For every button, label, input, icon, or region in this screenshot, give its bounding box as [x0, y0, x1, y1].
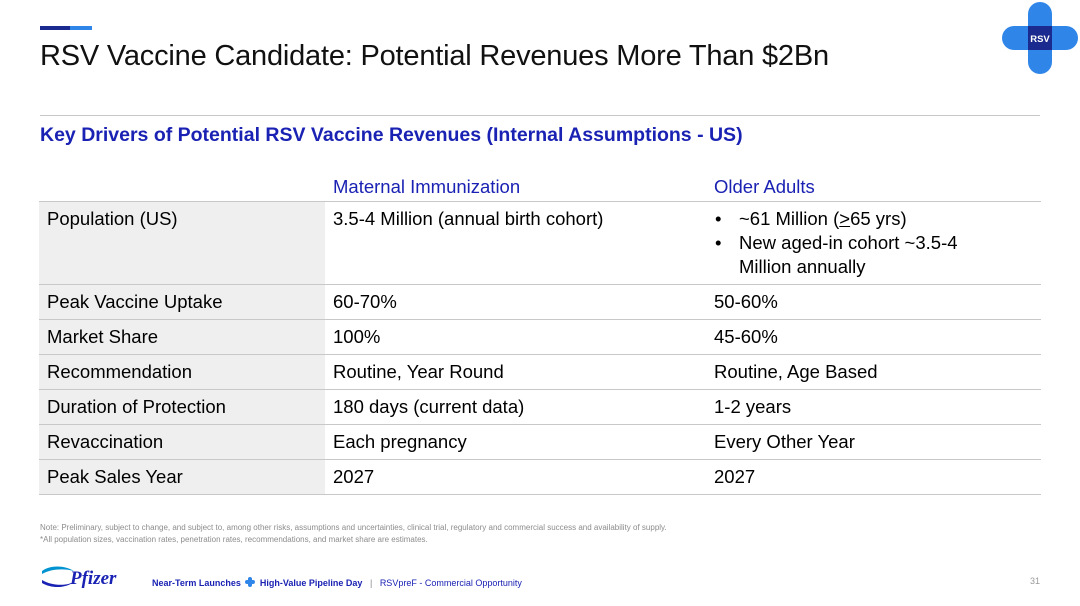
row-label: Revaccination [39, 424, 325, 460]
population-bullet-list: ~61 Million (>65 yrs) New aged-in cohort… [714, 207, 1033, 279]
cell-maternal: Each pregnancy [325, 424, 706, 460]
column-header-metric [39, 170, 325, 202]
row-label: Population (US) [39, 201, 325, 285]
table-row: Duration of Protection 180 days (current… [39, 389, 1041, 425]
cell-maternal: 2027 [325, 459, 706, 495]
table-row: Peak Vaccine Uptake 60-70% 50-60% [39, 284, 1041, 320]
list-item: ~61 Million (>65 yrs) [714, 207, 1033, 231]
footnotes: Note: Preliminary, subject to change, an… [40, 522, 667, 546]
cell-older-adults: ~61 Million (>65 yrs) New aged-in cohort… [706, 201, 1041, 285]
cell-older-adults: Routine, Age Based [706, 354, 1041, 390]
column-header-older-adults: Older Adults [714, 176, 815, 197]
title-accent-bar [40, 26, 92, 30]
logo-swoosh-top [42, 566, 74, 574]
cell-maternal: Routine, Year Round [325, 354, 706, 390]
row-label: Market Share [39, 319, 325, 355]
revenue-drivers-table: Maternal Immunization Older Adults Popul… [39, 170, 1041, 495]
event-name-part1: Near-Term Launches [152, 578, 241, 588]
section-divider [40, 115, 1040, 116]
row-label: Peak Sales Year [39, 459, 325, 495]
row-label: Peak Vaccine Uptake [39, 284, 325, 320]
footnote-line: Note: Preliminary, subject to change, an… [40, 523, 667, 532]
row-label: Recommendation [39, 354, 325, 390]
logo-center-square [1028, 26, 1052, 50]
cell-maternal: 100% [325, 319, 706, 355]
page-number: 31 [1029, 576, 1040, 586]
accent-bar-dark [40, 26, 70, 30]
section-subtitle: Key Drivers of Potential RSV Vaccine Rev… [40, 124, 743, 146]
footer-separator: | [369, 578, 373, 588]
cell-maternal: 60-70% [325, 284, 706, 320]
table-row: Recommendation Routine, Year Round Routi… [39, 354, 1041, 390]
column-header-maternal: Maternal Immunization [333, 176, 521, 197]
table-row: Market Share 100% 45-60% [39, 319, 1041, 355]
slide-footer: Pfizer Near-Term Launches High-Value Pip… [40, 562, 1040, 592]
row-label: Duration of Protection [39, 389, 325, 425]
cell-older-adults: Every Other Year [706, 424, 1041, 460]
greater-equal-symbol: > [839, 208, 851, 229]
footnote-line: *All population sizes, vaccination rates… [40, 535, 428, 544]
brand-name: Pfizer [69, 568, 117, 589]
cell-older-adults: 45-60% [706, 319, 1041, 355]
logo-text: RSV [1030, 34, 1050, 45]
cell-older-adults: 2027 [706, 459, 1041, 495]
table-row: Revaccination Each pregnancy Every Other… [39, 424, 1041, 460]
table-row: Peak Sales Year 2027 2027 [39, 459, 1041, 495]
event-name-part2: High-Value Pipeline Day [259, 578, 363, 588]
cell-older-adults: 50-60% [706, 284, 1041, 320]
logo-swoosh-bottom [42, 580, 74, 588]
cell-older-adults: 1-2 years [706, 389, 1041, 425]
cell-maternal: 180 days (current data) [325, 389, 706, 425]
cell-maternal: 3.5-4 Million (annual birth cohort) [325, 201, 706, 285]
pfizer-logo: Pfizer [42, 566, 117, 589]
footer-caption: Near-Term Launches High-Value Pipeline D… [152, 576, 522, 588]
plus-icon [245, 577, 256, 587]
rsv-cross-logo: RSV [1002, 2, 1078, 74]
accent-bar-light [70, 26, 92, 30]
footer-section-label: RSVpreF - Commercial Opportunity [379, 578, 522, 588]
table-header-row: Maternal Immunization Older Adults [39, 170, 1041, 202]
table-row: Population (US) 3.5-4 Million (annual bi… [39, 201, 1041, 285]
slide-title: RSV Vaccine Candidate: Potential Revenue… [40, 40, 829, 72]
